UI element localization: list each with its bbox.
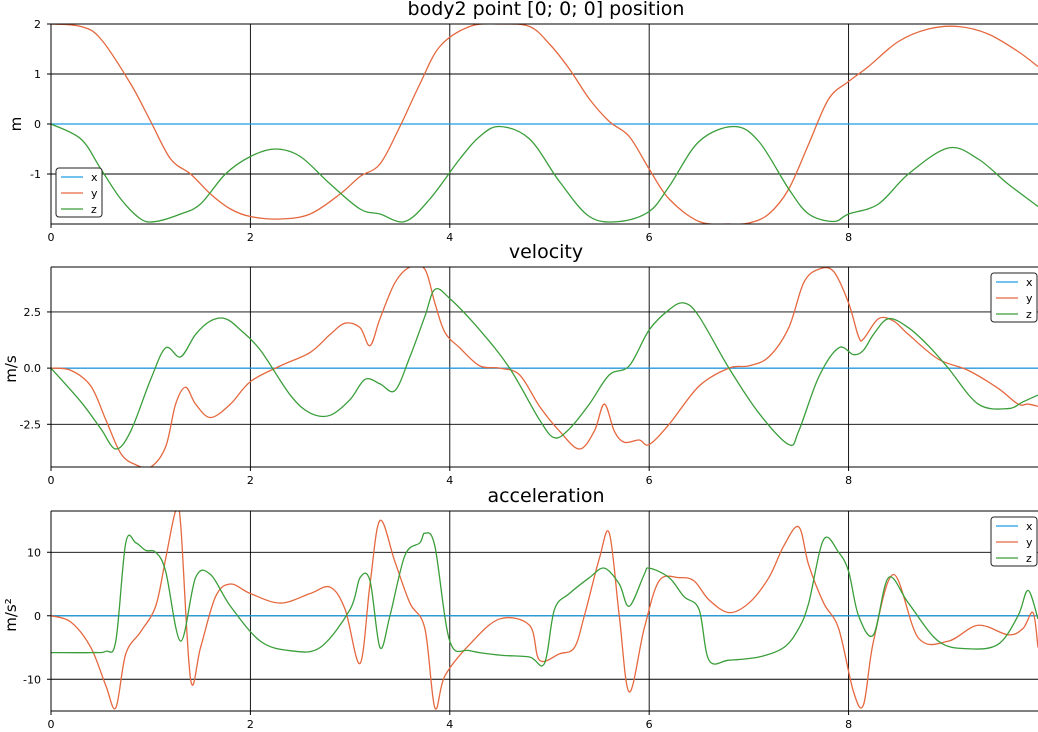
y-tick-label: -2.5	[20, 418, 41, 431]
series-line-y	[51, 24, 1038, 224]
subplot-title: body2 point [0; 0; 0] position	[408, 0, 685, 20]
x-tick-label: 8	[845, 718, 852, 731]
series-group	[51, 511, 1038, 710]
y-tick-label: 0	[34, 118, 41, 131]
subplot-0: 0 2 4 6 8 2 1 0 -1 body2 point [0; 0; 0] position…	[7, 0, 1038, 244]
x-tick-label: 4	[446, 231, 453, 244]
subplot-title: acceleration	[487, 485, 604, 507]
series-line-y	[51, 267, 1038, 467]
x-tick-label: 6	[646, 718, 653, 731]
x-tick-label: 0	[48, 474, 55, 487]
subplot-1: 0 2 4 6 8 2.5 0.0 -2.5 velocity m/s xyz	[2, 241, 1038, 487]
legend-label-y: y	[1026, 292, 1033, 305]
legend-label-x: x	[1026, 520, 1033, 533]
x-tick-label: 0	[48, 718, 55, 731]
legend-label-y: y	[1026, 536, 1033, 549]
y-tick-label: 0	[34, 610, 41, 623]
legend-label-z: z	[1026, 552, 1032, 565]
x-tick-label: 4	[446, 474, 453, 487]
x-tick-label: 6	[646, 474, 653, 487]
legend: xyz	[55, 167, 103, 218]
x-tick-label: 8	[845, 231, 852, 244]
x-tick-label: 6	[646, 231, 653, 244]
legend-label-y: y	[91, 187, 98, 200]
legend-label-z: z	[91, 203, 97, 216]
series-group	[51, 24, 1038, 224]
legend-label-x: x	[1026, 276, 1033, 289]
legend-label-z: z	[1026, 308, 1032, 321]
x-tick-label: 8	[845, 474, 852, 487]
y-tick-label: 2.5	[24, 306, 42, 319]
y-tick-label: 10	[27, 546, 41, 559]
y-tick-label: -1	[30, 168, 41, 181]
series-group	[51, 267, 1038, 467]
series-line-z	[51, 123, 1038, 223]
subplot-title: velocity	[509, 241, 583, 263]
y-axis-label: m/s	[2, 355, 20, 383]
subplot-2: 0 2 4 6 8 10 0 -10 acceleration m/s² xyz	[2, 485, 1038, 731]
legend: xyz	[990, 516, 1038, 567]
x-tick-label: 4	[446, 718, 453, 731]
x-tick-label: 0	[48, 231, 55, 244]
series-line-y	[51, 511, 1038, 710]
y-tick-label: 0.0	[24, 362, 42, 375]
series-line-z	[51, 288, 1038, 450]
y-tick-label: 1	[34, 68, 41, 81]
y-axis-label: m/s²	[2, 598, 20, 632]
legend-label-x: x	[91, 171, 98, 184]
series-line-z	[51, 532, 1038, 667]
legend: xyz	[990, 272, 1038, 323]
x-tick-label: 2	[247, 231, 254, 244]
x-tick-label: 2	[247, 474, 254, 487]
y-axis-label: m	[7, 117, 25, 132]
y-tick-label: -10	[23, 673, 41, 686]
x-tick-label: 2	[247, 718, 254, 731]
y-tick-label: 2	[34, 18, 41, 31]
